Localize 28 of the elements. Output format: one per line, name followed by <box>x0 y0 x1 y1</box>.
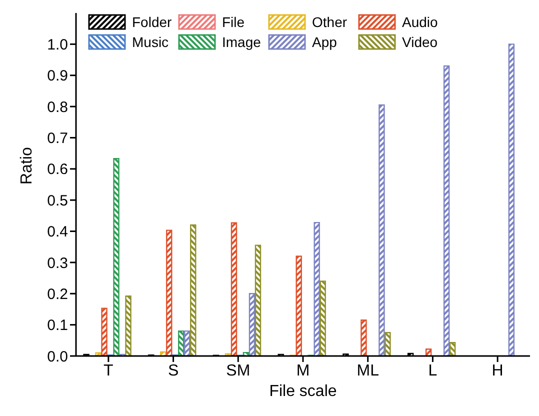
x-tick-label: M <box>296 362 310 380</box>
y-tick-label: 1.0 <box>47 36 68 54</box>
y-tick-label: 0.3 <box>47 254 68 272</box>
y-tick-label: 0.8 <box>47 98 68 116</box>
y-tick-label: 0.4 <box>47 224 68 241</box>
legend-label: App <box>312 34 337 50</box>
y-tick-label: 0.6 <box>47 161 68 178</box>
y-axis-title: Ratio <box>18 147 36 184</box>
y-tick-label: 0.5 <box>47 192 68 210</box>
legend-label: Video <box>402 34 438 50</box>
legend-label: Other <box>312 14 348 30</box>
x-tick-label: ML <box>356 362 380 380</box>
legend-label: Music <box>132 34 169 50</box>
legend-label: File <box>222 14 245 30</box>
legend-label: Folder <box>132 14 172 30</box>
y-tick-label: 0.2 <box>47 286 68 303</box>
y-tick-label: 0.7 <box>47 130 68 148</box>
x-tick-label: SM <box>226 362 250 380</box>
legend-label: Audio <box>402 14 438 30</box>
y-tick-label: 0.1 <box>47 317 68 334</box>
x-tick-label: S <box>168 362 179 380</box>
legend-label: Image <box>222 34 261 50</box>
x-tick-label: T <box>104 362 114 380</box>
y-tick-label: 0.0 <box>47 348 68 366</box>
x-axis-title: File scale <box>269 383 337 400</box>
x-tick-label: L <box>428 362 438 380</box>
y-tick-label: 0.9 <box>47 68 68 85</box>
x-tick-label: H <box>492 362 504 380</box>
